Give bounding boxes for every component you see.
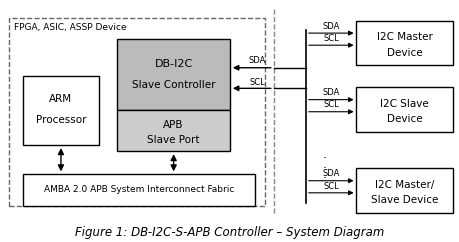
Text: .: . bbox=[322, 168, 325, 181]
Text: Figure 1: DB-I2C-S-APB Controller – System Diagram: Figure 1: DB-I2C-S-APB Controller – Syst… bbox=[75, 226, 384, 239]
Bar bbox=[117, 110, 230, 151]
Bar bbox=[23, 76, 99, 145]
Text: .: . bbox=[322, 158, 325, 171]
Text: Processor: Processor bbox=[36, 115, 86, 125]
Text: SDA: SDA bbox=[322, 169, 339, 178]
Text: AMBA 2.0 APB System Interconnect Fabric: AMBA 2.0 APB System Interconnect Fabric bbox=[44, 185, 234, 195]
Text: .: . bbox=[322, 148, 325, 161]
Text: I2C Master/: I2C Master/ bbox=[374, 180, 434, 190]
Text: Slave Controller: Slave Controller bbox=[132, 80, 215, 90]
Text: SDA: SDA bbox=[248, 56, 266, 66]
Text: FPGA, ASIC, ASSP Device: FPGA, ASIC, ASSP Device bbox=[14, 23, 126, 32]
Text: APB: APB bbox=[163, 120, 184, 129]
Bar bbox=[23, 174, 255, 206]
Text: Slave Device: Slave Device bbox=[370, 196, 437, 205]
Text: Device: Device bbox=[386, 48, 422, 58]
Text: I2C Master: I2C Master bbox=[376, 32, 432, 42]
Text: SCL: SCL bbox=[249, 78, 265, 87]
Bar bbox=[117, 39, 230, 110]
Bar bbox=[356, 87, 452, 132]
Bar bbox=[356, 168, 452, 213]
Bar bbox=[356, 21, 452, 65]
Text: Device: Device bbox=[386, 114, 422, 124]
Text: SDA: SDA bbox=[322, 22, 339, 31]
Text: SCL: SCL bbox=[323, 100, 338, 109]
Text: ARM: ARM bbox=[49, 94, 73, 104]
Text: SDA: SDA bbox=[322, 88, 339, 97]
Bar bbox=[9, 18, 264, 206]
Text: SCL: SCL bbox=[323, 34, 338, 43]
Text: I2C Slave: I2C Slave bbox=[380, 99, 428, 109]
Text: DB-I2C: DB-I2C bbox=[154, 59, 192, 69]
Text: Slave Port: Slave Port bbox=[147, 135, 200, 145]
Text: SCL: SCL bbox=[323, 182, 338, 190]
